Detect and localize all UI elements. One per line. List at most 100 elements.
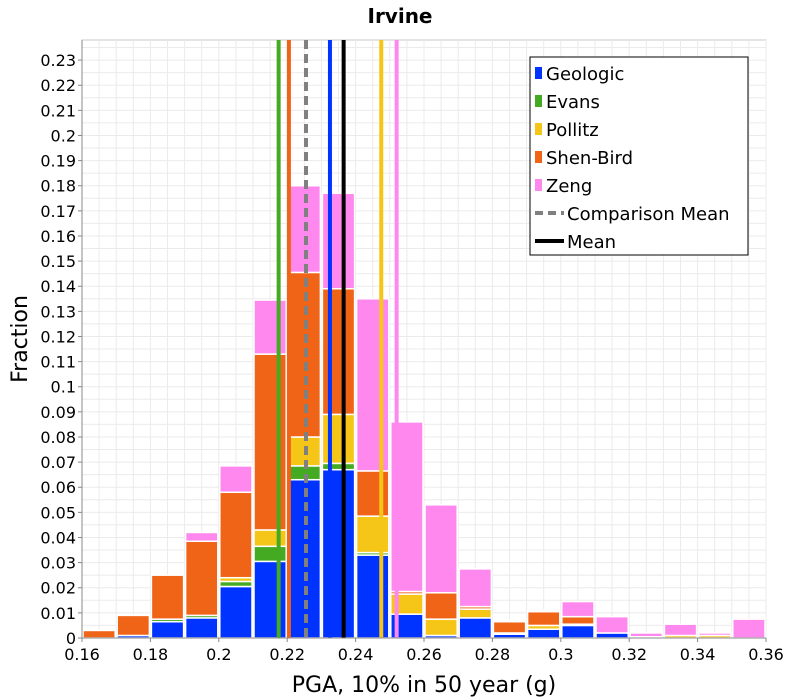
y-tick-label: 0.16 (40, 227, 76, 246)
y-tick-label: 0.05 (40, 503, 76, 522)
bar-segment-shen-bird (219, 491, 253, 579)
bar-segment-pollitz (458, 608, 493, 619)
bar-segment-zeng (697, 632, 732, 637)
bar-segment-shen-bird (321, 287, 356, 416)
y-tick-label: 0.17 (40, 202, 76, 221)
bar-segment-pollitz (253, 529, 287, 548)
y-tick-label: 0.18 (40, 177, 76, 196)
bar-segment-shen-bird (253, 353, 287, 531)
x-tick-label: 0.26 (406, 645, 442, 664)
y-tick-label: 0.13 (40, 302, 76, 321)
bar-segment-zeng (355, 298, 390, 472)
y-tick-label: 0.22 (40, 76, 76, 95)
y-tick-label: 0.23 (40, 51, 76, 70)
legend-label: Pollitz (546, 120, 599, 141)
x-tick-label: 0.16 (64, 645, 100, 664)
bar-segment-zeng (424, 504, 458, 594)
mean-lines (276, 40, 399, 638)
bar-segment-geologic (184, 617, 219, 639)
bar-segment-geologic (253, 560, 287, 639)
legend-swatch (535, 67, 542, 79)
bar-segment-shen-bird (184, 540, 219, 617)
x-tick-label: 0.28 (475, 645, 511, 664)
bar-segment-geologic (526, 628, 561, 639)
y-tick-label: 0.21 (40, 101, 76, 120)
bar-segment-evans (253, 545, 287, 563)
x-tick-label: 0.24 (338, 645, 374, 664)
y-tick-label: 0.15 (40, 252, 76, 271)
bar-segment-pollitz (355, 515, 390, 554)
y-tick-label: 0.02 (40, 579, 76, 598)
bar-segment-geologic (219, 585, 253, 639)
x-tick-label: 0.18 (133, 645, 169, 664)
y-tick-label: 0.2 (51, 126, 76, 145)
axes: 0 0.01 0.02 0.03 0.04 0.05 0.06 0.07 0.08 0.09 0.1… (40, 40, 784, 664)
bar-segment-shen-bird (82, 629, 116, 639)
legend-swatch (535, 95, 542, 107)
y-tick-label: 0.14 (40, 277, 76, 296)
bar-segment-zeng (526, 609, 561, 613)
bar-segment-zeng (492, 619, 527, 623)
bar-segment-zeng (561, 600, 595, 618)
y-tick-label: 0.19 (40, 152, 76, 171)
bar-segment-zeng (732, 618, 766, 639)
bar-segment-zeng (595, 615, 629, 634)
bar-segment-zeng (629, 632, 664, 638)
bar-segment-geologic (355, 554, 390, 639)
bar-segment-evans (219, 580, 253, 588)
y-tick-label: 0.12 (40, 327, 76, 346)
x-tick-label: 0.22 (269, 645, 305, 664)
legend-label: Mean (567, 232, 616, 253)
y-tick-label: 0.04 (40, 528, 76, 547)
x-tick-label: 0.2 (206, 645, 231, 664)
bar-segment-shen-bird (150, 574, 185, 620)
y-tick-label: 0.06 (40, 478, 76, 497)
y-tick-label: 0.08 (40, 428, 76, 447)
bar-segment-shen-bird (116, 614, 151, 637)
bar-segment-geologic (150, 620, 185, 639)
y-tick-label: 0.03 (40, 554, 76, 573)
bars (82, 184, 766, 639)
y-tick-label: 0 (66, 629, 76, 648)
legend-label: Geologic (546, 64, 624, 85)
bar-segment-zeng (321, 192, 356, 290)
y-tick-label: 0.07 (40, 453, 76, 472)
bar-segment-zeng (219, 465, 253, 494)
bar-segment-geologic (595, 632, 629, 639)
x-tick-label: 0.36 (748, 645, 784, 664)
y-tick-label: 0.01 (40, 604, 76, 623)
y-tick-label: 0.11 (40, 353, 76, 372)
legend-label: Shen-Bird (546, 148, 633, 169)
legend-label: Comparison Mean (567, 204, 730, 225)
bar-segment-geologic (321, 468, 356, 639)
bar-segment-pollitz (321, 413, 356, 465)
y-axis-title: Fraction (8, 295, 33, 383)
x-tick-label: 0.34 (680, 645, 716, 664)
bar-segment-shen-bird (492, 620, 527, 634)
x-tick-label: 0.32 (611, 645, 647, 664)
legend: Geologic Evans Pollitz Shen-Bird Zeng Compari… (529, 56, 749, 256)
bar-segment-zeng (184, 531, 219, 543)
legend-swatch (535, 123, 542, 135)
bar-segment-geologic (458, 617, 493, 639)
bar-segment-geologic (561, 624, 595, 639)
x-tick-label: 0.3 (548, 645, 573, 664)
bar-segment-shen-bird (526, 610, 561, 627)
legend-label: Zeng (546, 176, 592, 197)
bar-segment-shen-bird (355, 470, 390, 517)
bar-segment-shen-bird (561, 615, 595, 625)
legend-label: Evans (546, 92, 600, 113)
bar-segment-zeng (253, 299, 287, 355)
y-tick-label: 0.1 (51, 378, 76, 397)
bar-segment-evans (321, 462, 356, 471)
bar-segment-pollitz (424, 618, 458, 637)
legend-swatch (535, 179, 542, 191)
x-axis-title: PGA, 10% in 50 year (g) (292, 673, 556, 698)
bar-segment-shen-bird (424, 592, 458, 620)
y-tick-label: 0.09 (40, 403, 76, 422)
bar-segment-zeng (663, 623, 698, 637)
legend-box (529, 56, 749, 256)
chart-title: Irvine (368, 4, 433, 28)
bar-segment-zeng (458, 568, 493, 608)
